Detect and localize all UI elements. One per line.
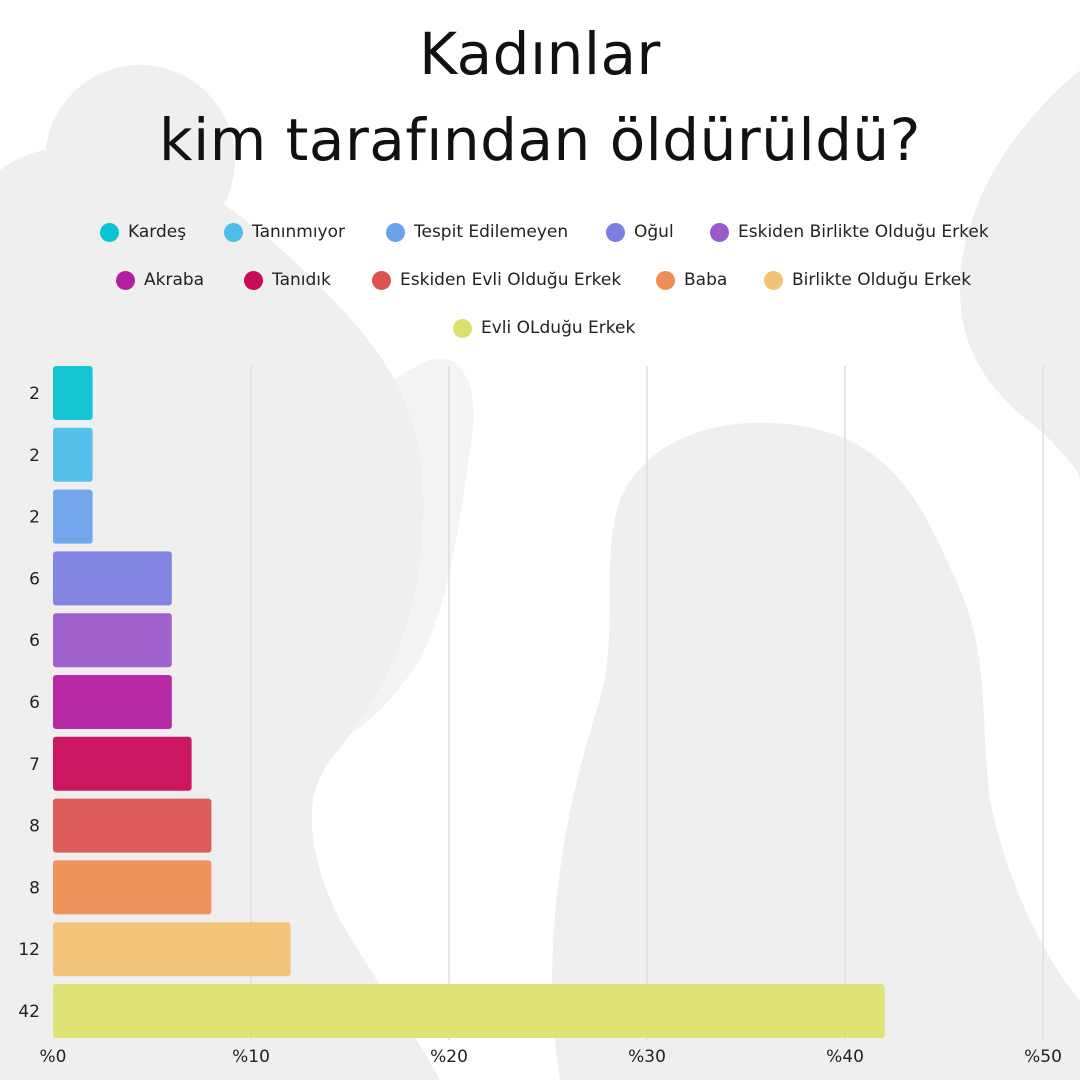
bar-value-label-3: 6 xyxy=(29,569,40,589)
legend-item-0: Kardeş xyxy=(100,222,186,242)
x-tick-label-3: %30 xyxy=(628,1047,666,1067)
bar-5 xyxy=(53,675,172,729)
bar-value-label-9: 12 xyxy=(18,940,40,960)
legend-item-10: Evli OLduğu Erkek xyxy=(453,318,635,338)
legend-swatch xyxy=(224,222,243,242)
bar-value-label-4: 6 xyxy=(29,631,40,651)
bar-value-label-1: 2 xyxy=(29,446,40,466)
legend-label: Tespit Edilemeyen xyxy=(414,222,569,242)
legend-swatch xyxy=(710,222,729,242)
bar-value-label-8: 8 xyxy=(29,878,40,898)
legend-swatch xyxy=(764,270,783,290)
legend-label: Baba xyxy=(684,270,728,290)
bar-value-label-5: 6 xyxy=(29,693,40,713)
bar-4 xyxy=(53,613,172,668)
chart-title-line-2: kim tarafından öldürüldü? xyxy=(159,106,921,174)
bar-8 xyxy=(53,860,212,915)
bar-value-label-2: 2 xyxy=(29,508,40,528)
bar-10 xyxy=(53,984,885,1038)
legend-label: Akraba xyxy=(144,270,205,290)
bar-3 xyxy=(53,551,172,606)
legend-item-7: Eskiden Evli Olduğu Erkek xyxy=(372,270,621,290)
bar-6 xyxy=(53,736,192,791)
legend-label: Tanınmıyor xyxy=(252,222,345,242)
legend-label: Tanıdık xyxy=(272,270,331,290)
bar-value-label-6: 7 xyxy=(29,755,40,775)
legend-label: Evli OLduğu Erkek xyxy=(481,318,636,338)
legend-item-1: Tanınmıyor xyxy=(224,222,345,242)
bar-9 xyxy=(53,922,291,977)
chart-title-line-1: Kadınlar xyxy=(419,20,661,88)
x-tick-label-4: %40 xyxy=(826,1047,864,1067)
legend-swatch xyxy=(656,270,675,290)
legend-item-3: Oğul xyxy=(606,222,674,242)
bar-0 xyxy=(53,366,93,420)
legend-item-4: Eskiden Birlikte Olduğu Erkek xyxy=(710,222,989,242)
legend-item-5: Akraba xyxy=(116,270,204,290)
legend-swatch xyxy=(244,270,263,290)
legend-swatch xyxy=(606,222,625,242)
legend-swatch xyxy=(453,318,472,338)
legend-item-9: Birlikte Olduğu Erkek xyxy=(764,270,971,290)
legend-label: Eskiden Evli Olduğu Erkek xyxy=(400,270,622,290)
legend-swatch xyxy=(100,222,119,242)
legend-swatch xyxy=(386,222,405,242)
legend-item-2: Tespit Edilemeyen xyxy=(386,222,568,242)
legend-swatch xyxy=(116,270,135,290)
bar-value-label-7: 8 xyxy=(29,817,40,837)
legend-label: Kardeş xyxy=(128,222,187,242)
legend-label: Oğul xyxy=(634,222,674,242)
bar-7 xyxy=(53,798,212,853)
legend-item-6: Tanıdık xyxy=(244,270,331,290)
x-tick-label-1: %10 xyxy=(232,1047,270,1067)
legend-label: Eskiden Birlikte Olduğu Erkek xyxy=(738,222,989,242)
bar-value-label-10: 42 xyxy=(18,1002,40,1022)
bar-2 xyxy=(53,489,93,544)
bar-1 xyxy=(53,427,93,482)
x-tick-label-0: %0 xyxy=(40,1047,67,1067)
x-tick-label-5: %50 xyxy=(1024,1047,1062,1067)
legend-label: Birlikte Olduğu Erkek xyxy=(792,270,972,290)
legend-item-8: Baba xyxy=(656,270,727,290)
bar-value-label-0: 2 xyxy=(29,384,40,404)
x-tick-label-2: %20 xyxy=(430,1047,468,1067)
legend-swatch xyxy=(372,270,391,290)
